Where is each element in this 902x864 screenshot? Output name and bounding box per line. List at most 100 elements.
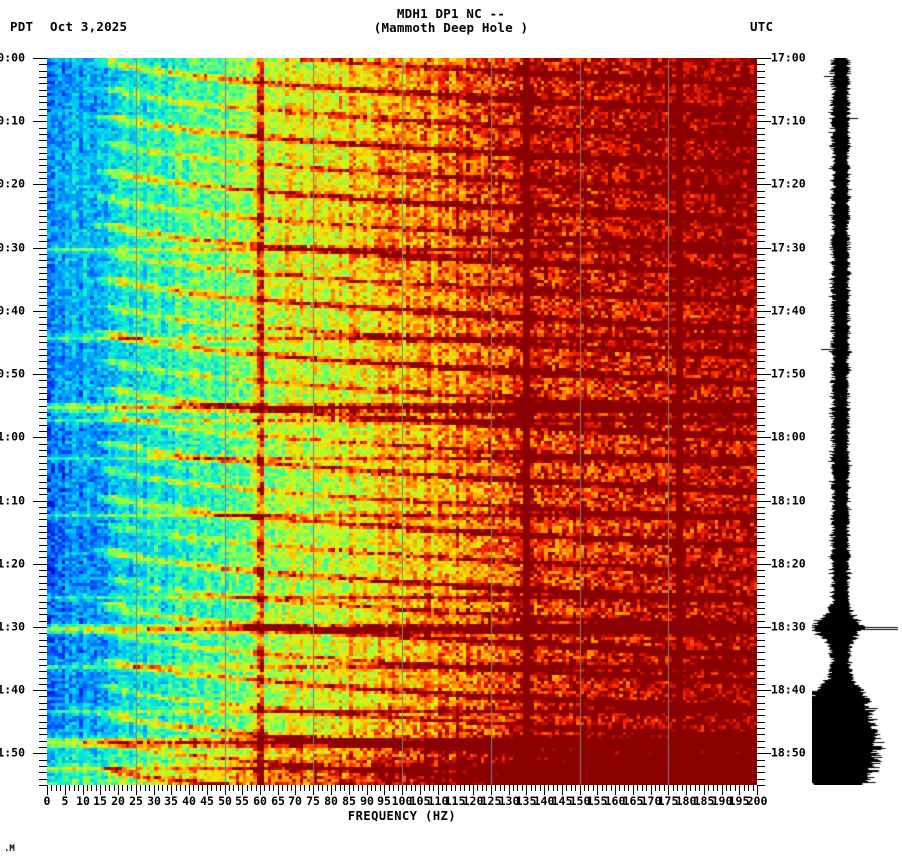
x-axis-tick xyxy=(411,785,412,791)
x-axis-label: 25 xyxy=(129,794,143,808)
y-axis-tick-right xyxy=(757,317,765,318)
x-axis-tick xyxy=(118,785,119,795)
x-axis-tick xyxy=(513,785,514,791)
x-axis-tick xyxy=(517,785,518,791)
x-axis-tick xyxy=(624,785,625,791)
x-axis-tick xyxy=(535,785,536,791)
y-axis-tick-left xyxy=(39,614,47,615)
y-axis-tick-right xyxy=(757,418,765,419)
x-axis-label: 10 xyxy=(76,794,90,808)
x-axis-title: FREQUENCY (HZ) xyxy=(347,809,457,823)
x-axis-tick xyxy=(557,785,558,791)
x-axis-tick xyxy=(429,785,430,791)
y-axis-tick-right xyxy=(757,115,765,116)
x-axis-tick xyxy=(659,785,660,791)
y-axis-tick-left xyxy=(39,90,47,91)
y-axis-tick-left xyxy=(39,286,47,287)
x-axis-tick xyxy=(469,785,470,791)
x-axis-label: 150 xyxy=(569,794,591,808)
x-axis-tick xyxy=(455,785,456,791)
y-axis-tick-right xyxy=(757,684,765,685)
y-axis-tick-left xyxy=(39,772,47,773)
y-axis-tick-left xyxy=(39,210,47,211)
x-axis-tick xyxy=(424,785,425,791)
x-axis-tick xyxy=(531,785,532,791)
x-axis-tick xyxy=(318,785,319,791)
y-axis-tick-right xyxy=(757,564,771,565)
y-axis-tick-left xyxy=(39,602,47,603)
y-axis-tick-left xyxy=(39,709,47,710)
x-axis-tick xyxy=(220,785,221,791)
y-axis-tick-left xyxy=(39,355,47,356)
y-axis-tick-right xyxy=(757,444,765,445)
x-axis-tick xyxy=(176,785,177,791)
y-axis-label-utc: 17:40 xyxy=(771,303,806,318)
y-axis-tick-right xyxy=(757,431,765,432)
y-axis-tick-right xyxy=(757,286,765,287)
x-axis-tick xyxy=(87,785,88,791)
y-axis-tick-right xyxy=(757,659,765,660)
header: PDT Oct 3,2025 MDH1 DP1 NC -- (Mammoth D… xyxy=(0,0,902,56)
x-axis-tick xyxy=(247,785,248,791)
y-axis-label-utc: 18:40 xyxy=(771,682,806,697)
y-axis-label-utc: 17:10 xyxy=(771,113,806,128)
x-axis-tick xyxy=(340,785,341,791)
y-axis-tick-right xyxy=(757,633,765,634)
x-axis-label: 95 xyxy=(377,794,391,808)
y-axis-tick-left xyxy=(39,545,47,546)
y-axis-tick-right xyxy=(757,715,765,716)
y-axis-tick-right xyxy=(757,545,765,546)
x-axis-tick xyxy=(211,785,212,791)
seismogram-trace-panel[interactable] xyxy=(812,58,900,785)
x-axis-tick xyxy=(251,785,252,791)
x-axis-tick xyxy=(664,785,665,791)
y-axis-tick-right xyxy=(757,785,765,786)
y-axis-tick-right xyxy=(757,96,765,97)
x-axis-tick xyxy=(651,785,652,795)
y-axis-tick-right xyxy=(757,589,765,590)
y-axis-tick-left xyxy=(33,121,47,122)
x-axis-tick xyxy=(548,785,549,791)
x-axis-tick xyxy=(486,785,487,791)
x-axis-tick xyxy=(131,785,132,791)
x-axis-label: 35 xyxy=(164,794,178,808)
x-axis-tick xyxy=(580,785,581,795)
x-axis-tick xyxy=(313,785,314,795)
y-axis-tick-left xyxy=(39,526,47,527)
x-axis-tick xyxy=(362,785,363,791)
spectrogram-plot[interactable] xyxy=(47,58,757,785)
x-axis-tick xyxy=(482,785,483,791)
x-axis-tick xyxy=(522,785,523,791)
x-axis-tick xyxy=(300,785,301,791)
y-axis-tick-left xyxy=(39,715,47,716)
x-axis-tick xyxy=(105,785,106,791)
x-axis-tick xyxy=(451,785,452,791)
y-axis-tick-right xyxy=(757,273,765,274)
y-axis-tick-left xyxy=(39,64,47,65)
x-axis-tick xyxy=(229,785,230,791)
x-axis-tick xyxy=(682,785,683,791)
x-axis-tick xyxy=(189,785,190,795)
y-axis-tick-left xyxy=(39,475,47,476)
x-axis-label: 135 xyxy=(515,794,537,808)
y-axis-tick-right xyxy=(757,627,771,628)
x-axis-tick xyxy=(619,785,620,791)
station-subtitle: (Mammoth Deep Hole ) xyxy=(373,20,529,35)
x-axis-tick xyxy=(571,785,572,791)
x-axis-tick xyxy=(722,785,723,795)
y-axis-tick-left xyxy=(39,71,47,72)
y-axis-tick-left xyxy=(39,115,47,116)
y-axis-tick-left xyxy=(39,197,47,198)
y-axis-pdt: 10:0010:1010:2010:3010:4010:5011:0011:10… xyxy=(0,52,47,786)
x-axis-tick xyxy=(100,785,101,795)
y-axis-tick-right xyxy=(757,602,765,603)
y-axis-tick-right xyxy=(757,305,765,306)
x-axis-tick xyxy=(83,785,84,795)
x-axis-tick xyxy=(216,785,217,791)
x-axis-tick xyxy=(402,785,403,795)
x-axis-tick xyxy=(477,785,478,791)
x-axis-tick xyxy=(193,785,194,791)
y-axis-tick-left xyxy=(39,292,47,293)
y-axis-tick-right xyxy=(757,551,765,552)
y-axis-tick-right xyxy=(757,399,765,400)
